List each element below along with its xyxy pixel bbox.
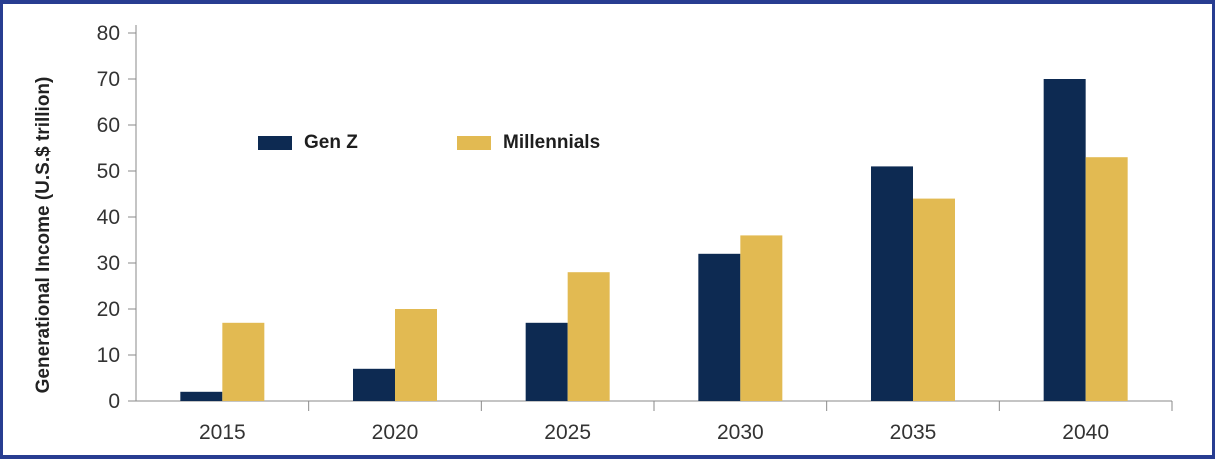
bar-gen-z-2040 xyxy=(1043,79,1086,401)
legend-item-gen-z: Gen Z xyxy=(258,132,358,154)
y-tick-label-30: 30 xyxy=(97,252,120,275)
legend-label-gen-z: Gen Z xyxy=(304,132,358,153)
y-tick-label-70: 70 xyxy=(97,68,120,91)
bar-millennials-2035 xyxy=(913,198,955,401)
bar-gen-z-2030 xyxy=(698,253,741,401)
legend-swatch-gen-z xyxy=(258,136,292,150)
y-tick-label-10: 10 xyxy=(97,344,120,367)
bar-millennials-2030 xyxy=(740,235,783,401)
y-tick-label-0: 0 xyxy=(108,390,120,413)
x-tick-label-2025: 2025 xyxy=(544,421,591,444)
y-tick-label-50: 50 xyxy=(97,160,120,183)
bar-millennials-2015 xyxy=(222,322,265,401)
bar-gen-z-2035 xyxy=(871,166,913,401)
bar-gen-z-2020 xyxy=(353,368,395,401)
legend-label-millennials: Millennials xyxy=(503,132,601,153)
y-axis-label: Generational Income (U.S.$ trillion) xyxy=(33,76,54,394)
y-tick-label-80: 80 xyxy=(97,22,120,45)
legend-swatch-millennials xyxy=(457,136,491,150)
y-tick-label-20: 20 xyxy=(97,298,120,321)
bar-millennials-2040 xyxy=(1085,157,1128,401)
x-tick-label-2020: 2020 xyxy=(372,421,419,444)
x-tick-label-2035: 2035 xyxy=(890,421,937,444)
bar-millennials-2020 xyxy=(395,309,437,401)
bar-millennials-2025 xyxy=(567,272,610,401)
x-tick-label-2030: 2030 xyxy=(717,421,764,444)
legend-item-millennials: Millennials xyxy=(457,132,600,154)
bar-gen-z-2025 xyxy=(525,322,568,401)
y-tick-label-60: 60 xyxy=(97,114,120,137)
y-tick-label-40: 40 xyxy=(97,206,120,229)
x-tick-label-2040: 2040 xyxy=(1062,421,1109,444)
x-tick-label-2015: 2015 xyxy=(199,421,246,444)
bar-gen-z-2015 xyxy=(180,391,223,401)
